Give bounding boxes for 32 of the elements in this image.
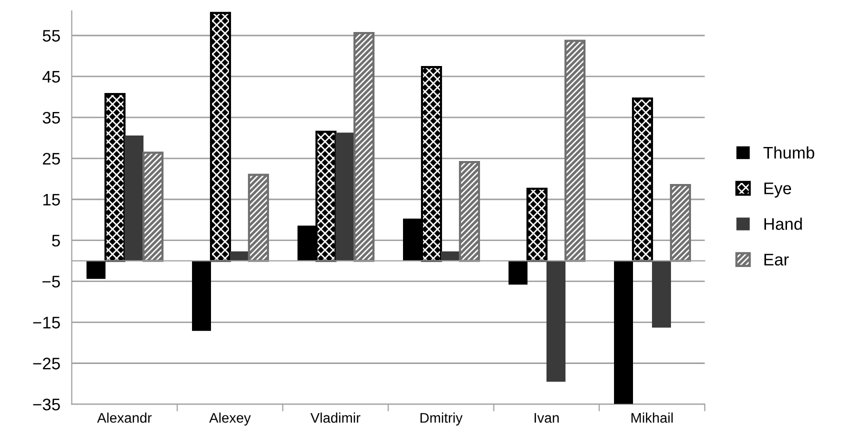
bar — [353, 32, 375, 262]
y-tick-label: 5 — [52, 234, 60, 247]
y-tick-label: −5 — [42, 276, 60, 288]
y-tick-label: −35 — [33, 398, 60, 410]
bar — [458, 161, 480, 262]
x-tick-label: Ivan — [534, 413, 559, 423]
bar — [564, 40, 586, 262]
y-tick-label: 35 — [42, 112, 60, 124]
bar — [124, 135, 144, 261]
legend-label: Ear — [764, 254, 789, 266]
bar — [248, 174, 270, 262]
x-tick-label: Dmitriy — [420, 412, 463, 426]
bar — [440, 251, 460, 261]
y-tick-label: −25 — [33, 358, 60, 370]
bar — [670, 184, 692, 262]
legend-label: Thumb — [763, 146, 814, 159]
bar — [142, 152, 164, 262]
y-tick-label: 45 — [42, 71, 60, 83]
bar — [335, 132, 354, 261]
y-tick-label: 25 — [42, 152, 60, 165]
bar — [546, 260, 566, 382]
y-tick-label: −15 — [33, 316, 60, 328]
x-tick-label: Vladimir — [310, 412, 360, 423]
legend-label: Eye — [764, 182, 792, 198]
y-tick-label: 55 — [42, 30, 60, 42]
y-tick-label: 15 — [43, 194, 60, 206]
x-tick-label: Alexandr — [97, 412, 152, 423]
bar — [652, 260, 671, 328]
legend-label: Hand — [764, 218, 802, 230]
x-tick-label: Alexey — [209, 412, 251, 426]
bar — [230, 251, 249, 261]
x-tick-label: Mikhail — [632, 412, 673, 423]
